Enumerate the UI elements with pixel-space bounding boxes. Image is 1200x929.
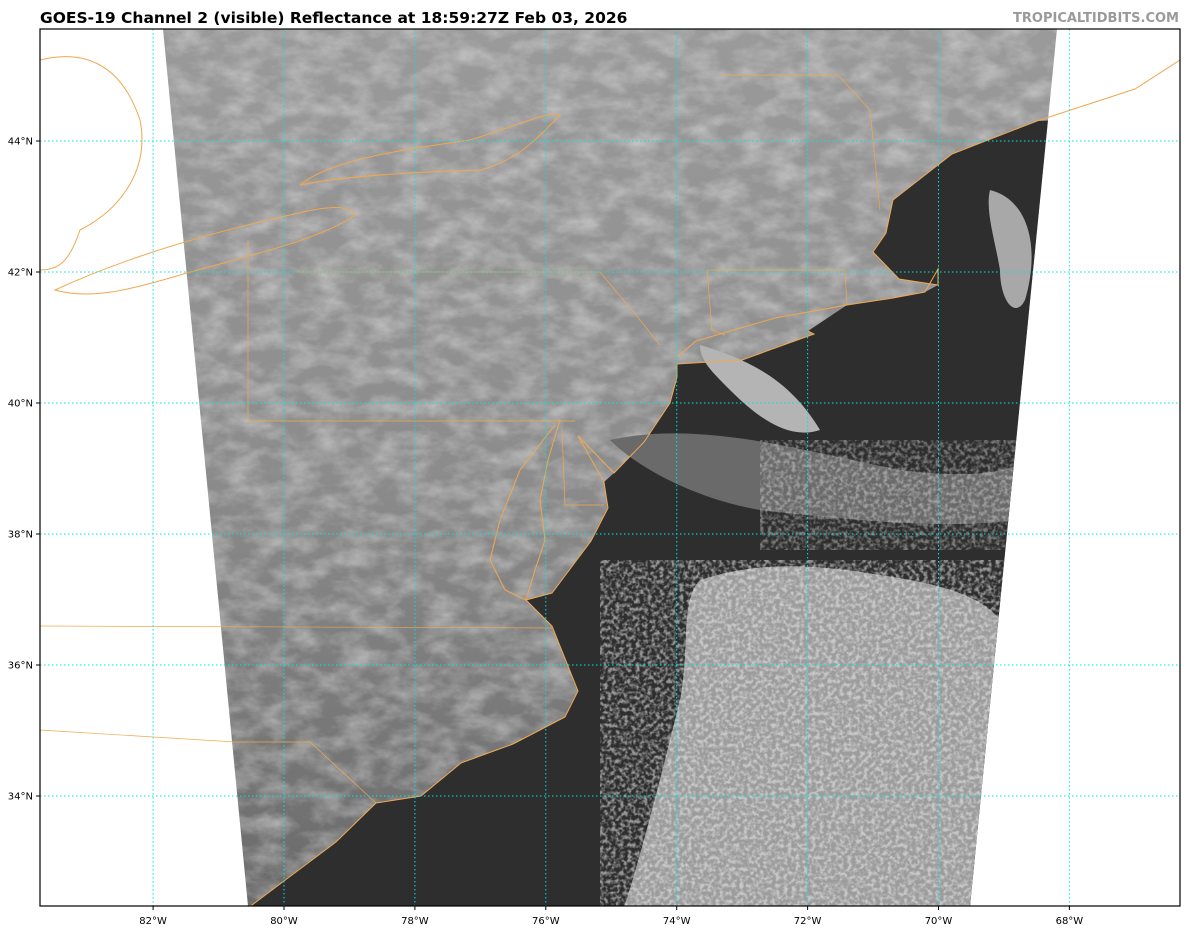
ma-border [707,269,848,306]
nc-sc-border [40,729,377,804]
ny-pa-border [298,271,661,346]
ny-vt-border [722,74,881,211]
satellite-imagery [163,29,1057,906]
lon-label: 72°W [794,916,822,927]
lon-label: 76°W [532,916,560,927]
map-frame [39,28,1181,907]
lake-erie [53,207,356,295]
lat-label: 36°N [8,661,33,672]
lon-label: 74°W [663,916,691,927]
watermark: TROPICALTIDBITS.COM [1013,11,1179,26]
ocean-clouds [600,190,1032,906]
east-coastline [676,59,1180,358]
long-island [676,330,816,365]
chesapeake-west-shore [489,424,556,601]
map-title: GOES-19 Channel 2 (visible) Reflectance … [40,9,628,27]
chesapeake-bay [525,419,561,601]
de-md-border [561,429,604,506]
va-nc-border [40,625,553,629]
lon-label: 78°W [401,916,429,927]
lon-label: 70°W [925,916,953,927]
lake-ontario [299,113,561,186]
lat-label: 38°N [8,530,33,541]
lake-huron-shore [40,56,143,271]
lat-label: 40°N [8,399,33,410]
lat-label: 34°N [8,792,33,803]
lon-label: 68°W [1056,916,1084,927]
ct-border [706,269,726,336]
lat-label: 42°N [8,268,33,279]
lon-label: 82°W [139,916,167,927]
lat-label: 44°N [8,137,33,148]
coastlines [40,56,1180,906]
lon-label: 80°W [270,916,298,927]
axis-ticks: 82°W 80°W 78°W 76°W 74°W 72°W 70°W 68°W 44°N 42°N… [8,137,1084,928]
